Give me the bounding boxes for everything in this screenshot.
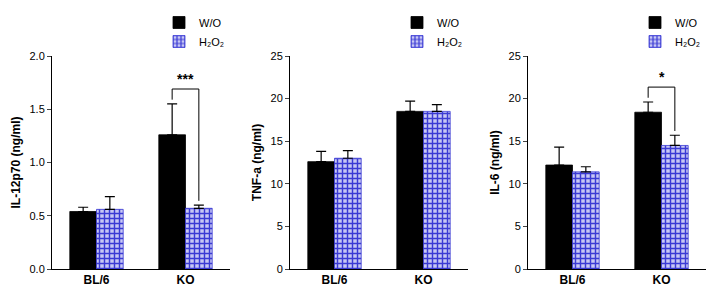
svg-text:5: 5: [515, 220, 521, 232]
svg-text:15: 15: [271, 135, 283, 147]
svg-text:H₂O₂: H₂O₂: [675, 36, 700, 48]
svg-text:BL/6: BL/6: [83, 273, 109, 287]
svg-text:1.5: 1.5: [30, 103, 45, 115]
svg-text:W/O: W/O: [675, 17, 697, 29]
svg-text:IL-6 (ng/ml): IL-6 (ng/ml): [488, 130, 502, 195]
svg-text:H₂O₂: H₂O₂: [437, 36, 462, 48]
svg-text:15: 15: [509, 135, 521, 147]
svg-text:20: 20: [509, 92, 521, 104]
svg-text:25: 25: [271, 50, 283, 62]
svg-text:0: 0: [515, 263, 521, 275]
svg-text:BL/6: BL/6: [559, 273, 585, 287]
svg-text:5: 5: [277, 220, 283, 232]
svg-text:0: 0: [277, 263, 283, 275]
svg-text:KO: KO: [653, 273, 671, 287]
svg-text:25: 25: [509, 50, 521, 62]
svg-text:*: *: [659, 69, 665, 85]
svg-text:BL/6: BL/6: [321, 273, 347, 287]
svg-text:W/O: W/O: [437, 17, 459, 29]
svg-text:2.0: 2.0: [30, 50, 45, 62]
svg-text:W/O: W/O: [199, 17, 221, 29]
svg-text:10: 10: [271, 178, 283, 190]
svg-text:H₂O₂: H₂O₂: [199, 36, 224, 48]
svg-text:20: 20: [271, 92, 283, 104]
svg-text:KO: KO: [415, 273, 433, 287]
svg-text:IL-12p70 (ng/ml): IL-12p70 (ng/ml): [9, 116, 23, 208]
svg-text:***: ***: [177, 71, 194, 87]
svg-text:1.0: 1.0: [30, 156, 45, 168]
svg-text:0.0: 0.0: [30, 263, 45, 275]
svg-text:KO: KO: [177, 273, 195, 287]
svg-text:0.5: 0.5: [30, 210, 45, 222]
svg-text:TNF-a (ng/ml): TNF-a (ng/ml): [250, 124, 264, 201]
svg-text:10: 10: [509, 178, 521, 190]
